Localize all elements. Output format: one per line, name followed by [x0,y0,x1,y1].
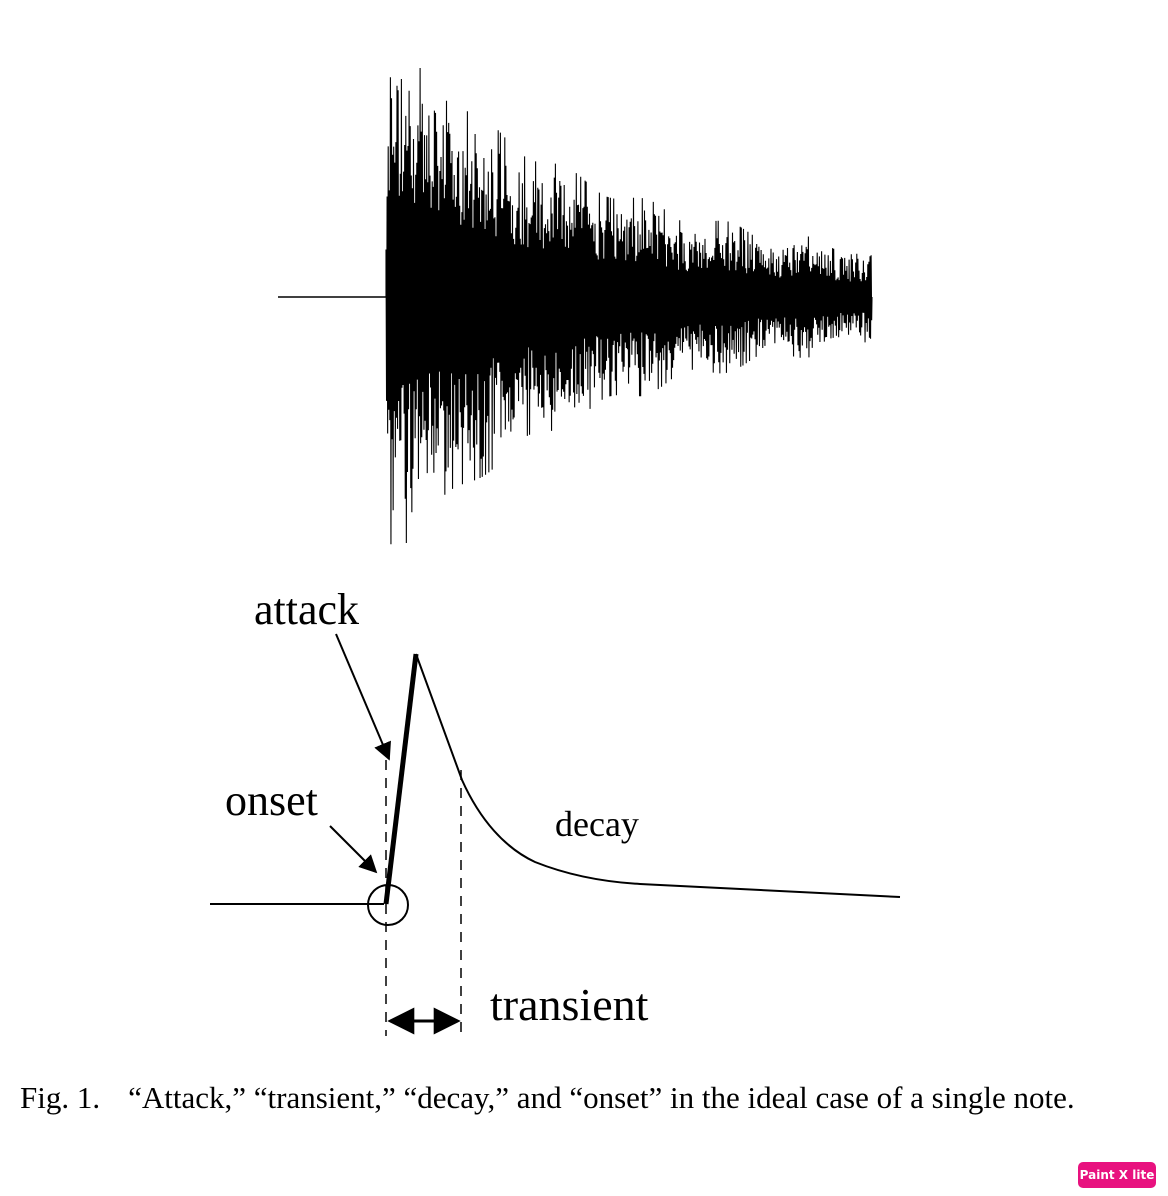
attack-transient-decay-diagram: attack onset decay transient [210,67,901,1036]
paint-x-lite-badge: Paint X lite [1078,1162,1156,1188]
onset-label: onset [225,776,318,825]
transient-label: transient [490,979,649,1030]
note-waveform [278,67,873,545]
attack-pointer-arrow [335,633,391,761]
waveform-signal [385,67,873,545]
envelope-diagram: attack onset decay transient [210,585,901,1036]
figure-caption: Fig. 1. “Attack,” “transient,” “decay,” a… [20,1080,1110,1116]
decay-label: decay [555,804,639,844]
figure-number: Fig. 1. [20,1080,101,1115]
attack-line [383,653,419,905]
attack-label: attack [254,585,359,634]
decay-curve [415,653,901,898]
caption-text: “Attack,” “transient,” “decay,” and “ons… [128,1080,1075,1115]
onset-pointer-arrow [329,825,378,874]
onset-circle [367,884,409,926]
